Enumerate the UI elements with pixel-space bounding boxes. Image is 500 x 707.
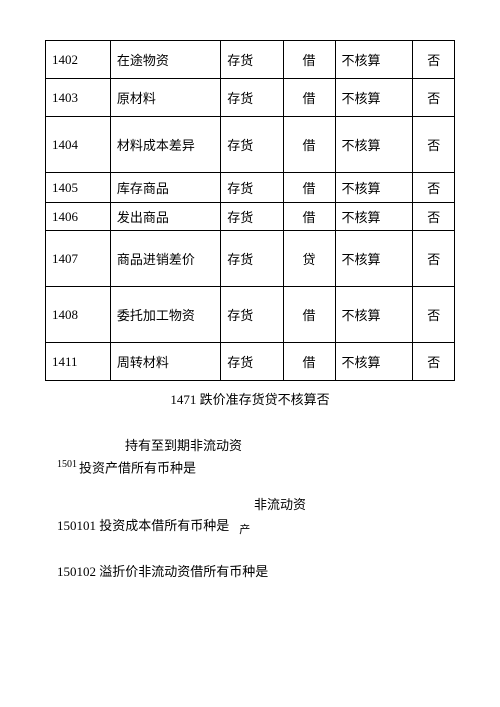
- cell-acc: 不核算: [335, 287, 413, 343]
- cell-acc: 不核算: [335, 231, 413, 287]
- p1501-line1: 持有至到期非流动资: [45, 436, 455, 457]
- p1501-text: 投资产借所有币种是: [79, 460, 196, 475]
- cell-code: 1402: [46, 41, 111, 79]
- cell-flag: 否: [413, 41, 455, 79]
- cell-flag: 否: [413, 117, 455, 173]
- cell-flag: 否: [413, 173, 455, 203]
- cell-cat: 存货: [221, 41, 283, 79]
- table-row: 1408委托加工物资存货借不核算否: [46, 287, 455, 343]
- cell-dir: 借: [283, 203, 335, 231]
- cell-code: 1408: [46, 287, 111, 343]
- cell-code: 1406: [46, 203, 111, 231]
- cell-dir: 借: [283, 79, 335, 117]
- cell-name: 商品进销差价: [110, 231, 220, 287]
- cell-code: 1407: [46, 231, 111, 287]
- table-row: 1404材料成本差异存货借不核算否: [46, 117, 455, 173]
- cell-acc: 不核算: [335, 343, 413, 381]
- table-row: 1411周转材料存货借不核算否: [46, 343, 455, 381]
- cell-acc: 不核算: [335, 117, 413, 173]
- cell-flag: 否: [413, 79, 455, 117]
- cell-cat: 存货: [221, 343, 283, 381]
- cell-code: 1405: [46, 173, 111, 203]
- cell-name: 发出商品: [110, 203, 220, 231]
- p1501-code: 1501: [57, 459, 77, 470]
- cell-flag: 否: [413, 203, 455, 231]
- cell-cat: 存货: [221, 231, 283, 287]
- cell-dir: 借: [283, 117, 335, 173]
- p150101-mid: 非流动资: [45, 495, 455, 516]
- cell-cat: 存货: [221, 287, 283, 343]
- cell-cat: 存货: [221, 117, 283, 173]
- cell-acc: 不核算: [335, 79, 413, 117]
- cell-code: 1403: [46, 79, 111, 117]
- table-row: 1403原材料存货借不核算否: [46, 79, 455, 117]
- cell-name: 材料成本差异: [110, 117, 220, 173]
- table-row: 1407商品进销差价存货贷不核算否: [46, 231, 455, 287]
- cell-dir: 贷: [283, 231, 335, 287]
- cell-acc: 不核算: [335, 41, 413, 79]
- cell-cat: 存货: [221, 203, 283, 231]
- cell-cat: 存货: [221, 79, 283, 117]
- cell-dir: 借: [283, 41, 335, 79]
- accounts-table: 1402在途物资存货借不核算否1403原材料存货借不核算否1404材料成本差异存…: [45, 40, 455, 381]
- cell-flag: 否: [413, 231, 455, 287]
- table-row: 1406发出商品存货借不核算否: [46, 203, 455, 231]
- cell-name: 库存商品: [110, 173, 220, 203]
- cell-flag: 否: [413, 343, 455, 381]
- cell-name: 委托加工物资: [110, 287, 220, 343]
- cell-dir: 借: [283, 173, 335, 203]
- cell-cat: 存货: [221, 173, 283, 203]
- p1501-line2: 1501投资产借所有币种是: [45, 457, 455, 479]
- cell-name: 原材料: [110, 79, 220, 117]
- p150102-line: 150102 溢折价非流动资借所有币种是: [45, 562, 455, 583]
- p150101-trail: 产: [239, 522, 250, 540]
- cell-name: 在途物资: [110, 41, 220, 79]
- cell-acc: 不核算: [335, 173, 413, 203]
- p150101-line: 150101 投资成本借所有币种是产: [45, 516, 455, 540]
- table-row: 1405库存商品存货借不核算否: [46, 173, 455, 203]
- cell-dir: 借: [283, 287, 335, 343]
- cell-name: 周转材料: [110, 343, 220, 381]
- cell-flag: 否: [413, 287, 455, 343]
- cell-code: 1404: [46, 117, 111, 173]
- cell-acc: 不核算: [335, 203, 413, 231]
- table-row: 1402在途物资存货借不核算否: [46, 41, 455, 79]
- cell-dir: 借: [283, 343, 335, 381]
- cell-code: 1411: [46, 343, 111, 381]
- caption: 1471 跌价准存货贷不核算否: [45, 389, 455, 408]
